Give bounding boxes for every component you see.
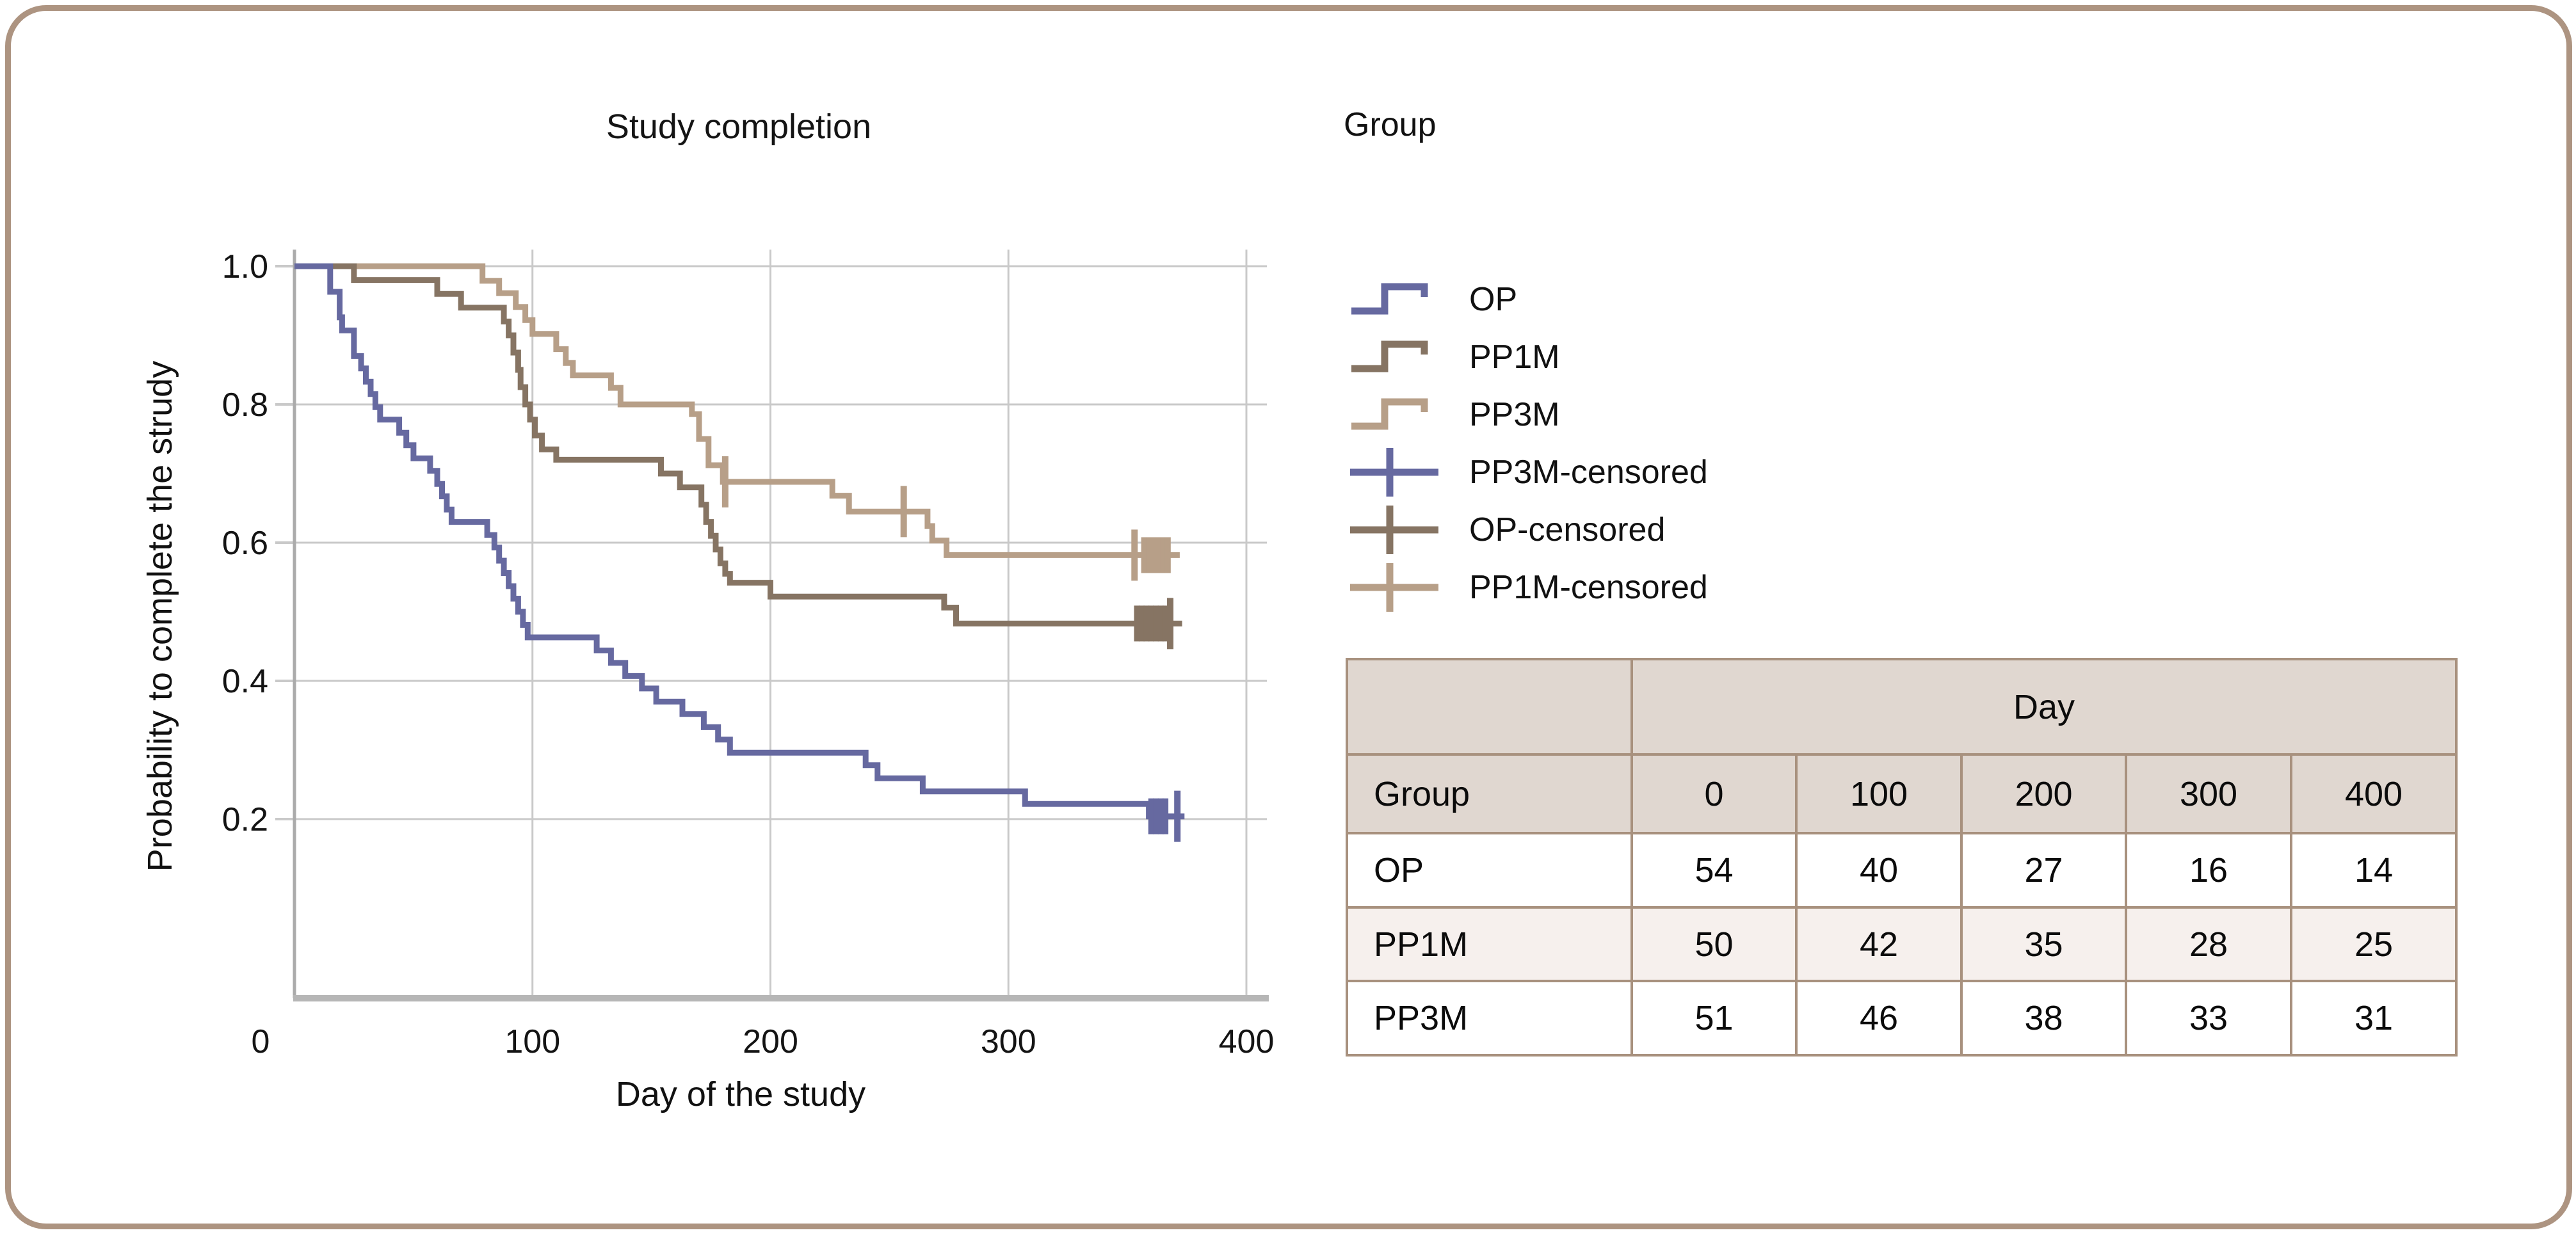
table-corner-cell	[1346, 658, 1633, 756]
legend-item-pp3m: PP3M	[1348, 385, 1560, 444]
table-cell: 42	[1795, 906, 1963, 982]
y-tick-label: 0.8	[222, 387, 268, 424]
x-tick-label: 400	[1219, 1023, 1275, 1060]
table-row-label: PP1M	[1346, 906, 1633, 982]
table-cell: 16	[2125, 832, 2292, 909]
x-tick-label: 100	[504, 1023, 560, 1060]
table-cell: 51	[1630, 980, 1798, 1057]
table-cell: 40	[1795, 832, 1963, 909]
table-row-pp1m: PP1M 50 42 35 28 25	[1346, 906, 2458, 982]
table-cell: 38	[1960, 980, 2127, 1057]
legend-item-pp1m-censored: PP1M-censored	[1348, 558, 1708, 617]
x-tick-label: 0	[252, 1023, 270, 1060]
legend-item-pp3m-censored: PP3M-censored	[1348, 443, 1708, 502]
table-cell: 50	[1630, 906, 1798, 982]
table-row: Day	[1346, 658, 2458, 756]
table-cell: 14	[2290, 832, 2458, 909]
plus-censor-icon	[1350, 506, 1438, 554]
at-risk-table: Day Group 0 100 200 300 400 OP 54 40 27 16 14 PP1M 50 4…	[1346, 658, 2458, 1057]
legend-item-label: PP3M-censored	[1469, 454, 1708, 491]
y-tick-label: 0.4	[222, 663, 268, 700]
table-cell: 35	[1960, 906, 2127, 982]
table-row-op: OP 54 40 27 16 14	[1346, 832, 2458, 909]
y-tick-label: 0.6	[222, 525, 268, 562]
table-cell: 27	[1960, 832, 2127, 909]
table-row: Group 0 100 200 300 400	[1346, 753, 2458, 834]
chart-title: Study completion	[606, 108, 872, 146]
table-cell: 54	[1630, 832, 1798, 909]
legend-item-label: PP3M	[1469, 396, 1560, 433]
table-cell: 31	[2290, 980, 2458, 1057]
x-tick-label: 300	[981, 1023, 1036, 1060]
legend-item-op: OP	[1348, 270, 1517, 329]
table-cell: 25	[2290, 906, 2458, 982]
table-col-header: Group	[1346, 753, 1633, 834]
curve-PP1M	[294, 263, 1182, 626]
table-day-header: Day	[1630, 658, 2458, 756]
table-row-pp3m: PP3M 51 46 38 33 31	[1346, 980, 2458, 1057]
legend-item-label: OP	[1469, 281, 1518, 318]
legend-item-op-censored: OP-censored	[1348, 500, 1665, 559]
table-row-label: OP	[1346, 832, 1633, 909]
table-col-header: 300	[2125, 753, 2292, 834]
table-cell: 46	[1795, 980, 1963, 1057]
table-cell: 28	[2125, 906, 2292, 982]
legend-item-pp1m: PP1M	[1348, 328, 1560, 387]
y-tick-label: 1.0	[222, 248, 268, 285]
x-axis-label: Day of the study	[615, 1075, 866, 1113]
table-row-label: PP3M	[1346, 980, 1633, 1057]
plus-censor-icon	[1350, 448, 1438, 497]
table-cell: 33	[2125, 980, 2292, 1057]
step-line-icon	[1351, 340, 1428, 372]
table-col-header: 0	[1630, 753, 1798, 834]
km-plot: 1.0 0.8 0.6 0.4 0.2 0 100 200 300 400	[222, 248, 1275, 1060]
table-col-header: 100	[1795, 753, 1963, 834]
legend-title: Group	[1344, 106, 1437, 143]
table-col-header: 200	[1960, 753, 2127, 834]
table-col-header: 400	[2290, 753, 2458, 834]
legend-item-label: PP1M	[1469, 339, 1560, 376]
curve-OP	[294, 263, 1185, 820]
step-line-icon	[1351, 398, 1428, 430]
plus-censor-icon	[1350, 563, 1438, 612]
legend-item-label: OP-censored	[1469, 511, 1666, 548]
y-tick-label: 0.2	[222, 801, 268, 838]
curve-PP3M	[294, 263, 1180, 558]
figure-frame: Study completion Probability to complete…	[5, 5, 2572, 1229]
step-line-icon	[1351, 283, 1428, 315]
legend-item-label: PP1M-censored	[1469, 569, 1708, 606]
x-tick-label: 200	[743, 1023, 798, 1060]
